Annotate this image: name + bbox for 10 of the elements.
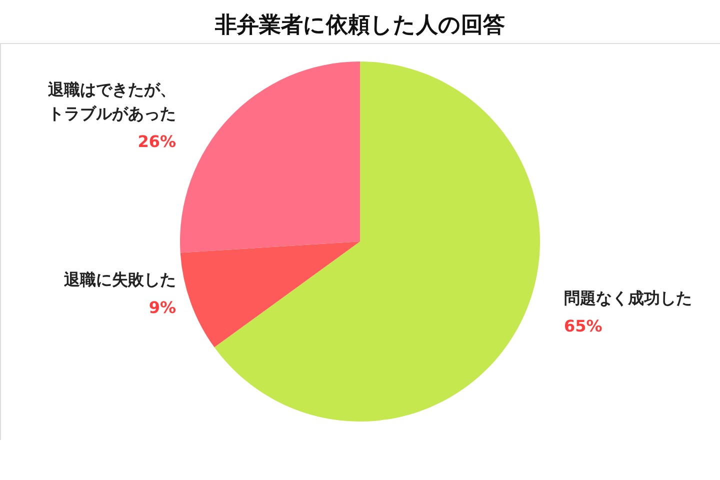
data-label: 65% [564, 316, 602, 336]
data-label: 26% [138, 132, 176, 152]
data-label: 9% [148, 298, 176, 317]
pie-slice [180, 62, 360, 253]
slice-label: 退職に失敗した [63, 270, 176, 289]
pie-slice [180, 242, 360, 348]
slice-label: 退職はできたが、トラブルがあった [47, 80, 176, 124]
pie-slice [214, 62, 540, 422]
chart-title: 非弁業者に依頼した人の回答 [214, 13, 505, 38]
slice-label: 問題なく成功した [564, 288, 692, 308]
